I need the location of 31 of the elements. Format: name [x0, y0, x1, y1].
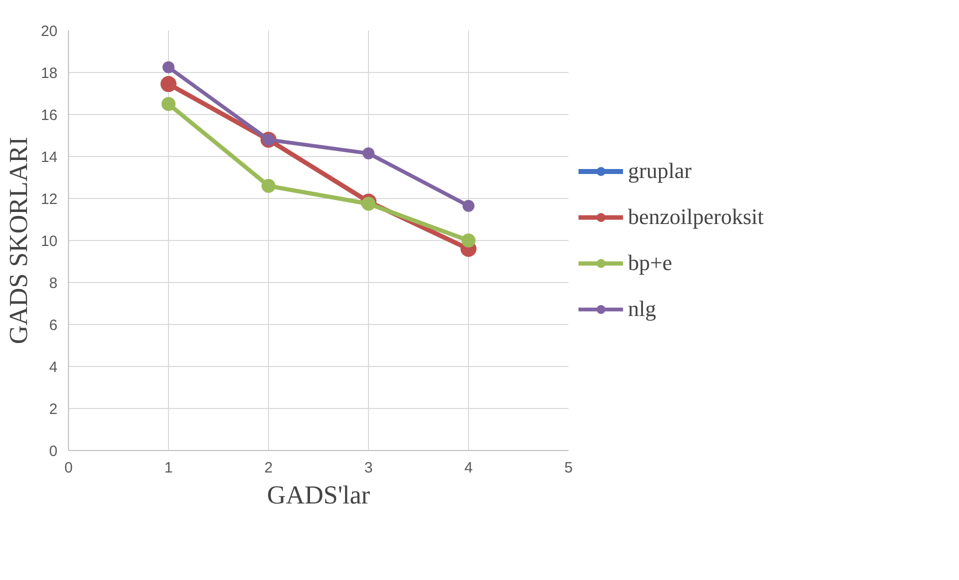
point: [162, 61, 174, 74]
y-tick-label: 14: [40, 149, 58, 166]
y-tick-label: 12: [40, 191, 58, 208]
point: [262, 178, 276, 193]
y-tick-label: 20: [40, 23, 58, 40]
y-tick-label: 6: [49, 317, 58, 334]
y-tick-label: 0: [49, 443, 58, 460]
point: [462, 234, 476, 248]
y-tick-label: 18: [40, 65, 58, 82]
x-tick-label: 4: [464, 460, 473, 476]
y-tick-label: 4: [49, 359, 58, 376]
y-tick-label: 16: [40, 107, 58, 124]
y-axis-title: GADS SKORLARI: [4, 136, 33, 344]
x-axis-title: GADS'lar: [267, 480, 370, 510]
point: [462, 200, 474, 212]
y-tick-label: 8: [49, 275, 58, 292]
legend-label: benzoilperoksit: [628, 204, 764, 230]
x-tick-label: 3: [364, 460, 373, 476]
point: [162, 97, 176, 111]
point: [362, 196, 376, 211]
y-tick-label: 2: [49, 401, 58, 418]
legend-label: gruplar: [628, 158, 692, 184]
point: [362, 147, 374, 160]
x-tick-label: 1: [164, 460, 173, 476]
x-tick-label: 2: [264, 460, 273, 476]
x-tick-label: 0: [64, 460, 73, 476]
legend-label: nlg: [628, 296, 656, 322]
y-tick-label: 10: [40, 233, 58, 250]
legend-label: bp+e: [628, 250, 672, 276]
x-tick-label: 5: [564, 460, 573, 476]
point: [160, 76, 176, 92]
